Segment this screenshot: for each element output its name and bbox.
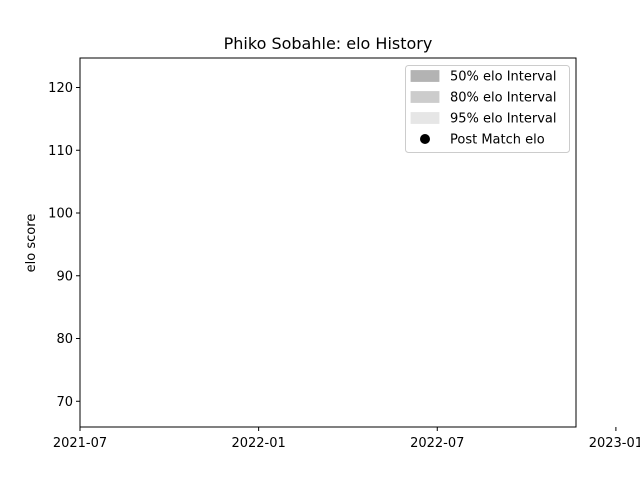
legend-marker <box>420 134 430 144</box>
x-axis: 2021-072022-012022-072023-012023-072024-… <box>53 427 640 451</box>
legend-label: Post Match elo <box>450 133 545 148</box>
x-tick-label: 2022-01 <box>231 436 285 451</box>
x-tick-label: 2023-01 <box>589 436 640 451</box>
x-tick-label: 2022-07 <box>410 436 464 451</box>
legend: 50% elo Interval 80% elo Interval 95% elo … <box>405 65 570 153</box>
legend-swatch <box>410 70 440 82</box>
y-tick-label: 90 <box>56 269 73 284</box>
y-tick-label: 120 <box>48 81 73 96</box>
legend-label: 50% elo Interval <box>450 70 557 85</box>
legend-label: 80% elo Interval <box>450 91 557 106</box>
y-tick-label: 100 <box>48 207 73 222</box>
legend-label: 95% elo Interval <box>450 112 557 127</box>
plot-frame <box>79 57 577 428</box>
x-tick-label: 2021-07 <box>53 436 107 451</box>
y-tick-label: 110 <box>48 144 73 159</box>
legend-swatch <box>410 112 440 124</box>
legend-frame <box>405 65 570 153</box>
chart-title: Phiko Sobahle: elo History <box>224 34 433 53</box>
y-tick-label: 70 <box>56 395 73 410</box>
y-axis-label: elo score <box>24 214 39 273</box>
legend-swatch <box>410 91 440 103</box>
y-axis: 70 80 90 100 110 120 <box>48 81 80 410</box>
y-tick-label: 80 <box>56 332 73 347</box>
